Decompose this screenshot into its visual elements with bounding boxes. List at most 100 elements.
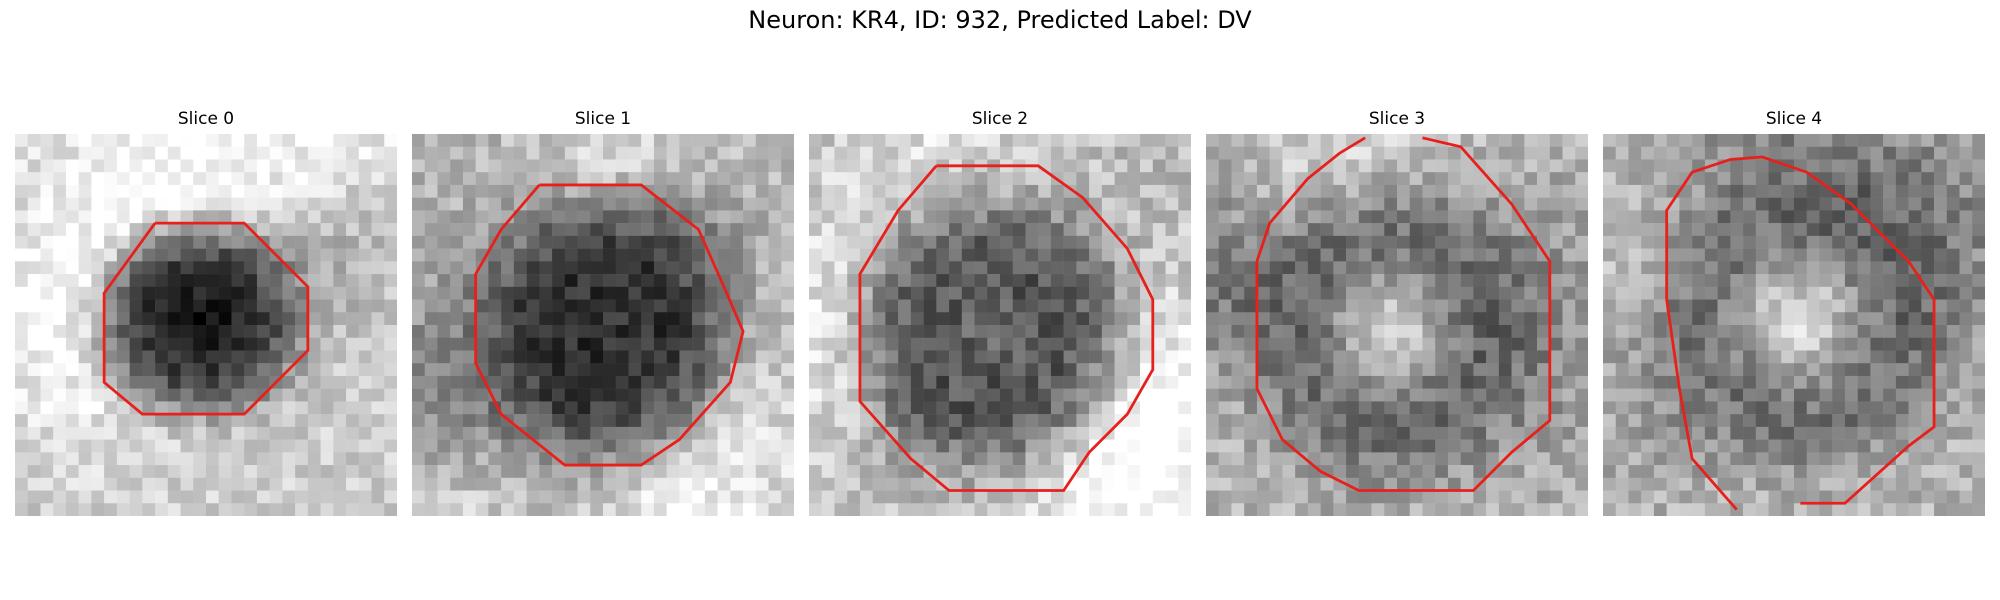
pixel-cell bbox=[501, 325, 515, 338]
pixel-cell bbox=[1730, 172, 1744, 186]
pixel-cell bbox=[743, 159, 757, 173]
pixel-cell bbox=[1603, 426, 1616, 440]
pixel-cell bbox=[755, 223, 769, 237]
pixel-cell bbox=[641, 235, 655, 249]
pixel-cell bbox=[755, 261, 769, 275]
pixel-cell bbox=[1384, 312, 1398, 326]
pixel-cell bbox=[1397, 426, 1410, 440]
pixel-cell bbox=[1486, 299, 1500, 313]
pixel-cell bbox=[821, 388, 835, 402]
pixel-cell bbox=[743, 465, 757, 479]
pixel-cell bbox=[730, 401, 744, 415]
pixel-cell bbox=[129, 388, 143, 402]
pixel-cell bbox=[40, 312, 54, 326]
pixel-cell bbox=[679, 477, 693, 491]
pixel-cell bbox=[1832, 274, 1846, 288]
pixel-cell bbox=[809, 388, 822, 402]
pixel-cell bbox=[730, 159, 744, 173]
pixel-cell bbox=[1422, 235, 1436, 249]
pixel-cell bbox=[539, 299, 553, 313]
pixel-cell bbox=[1422, 426, 1436, 440]
pixel-cell bbox=[755, 490, 769, 504]
pixel-cell bbox=[885, 172, 899, 186]
pixel-cell bbox=[371, 197, 385, 211]
pixel-cell bbox=[1256, 388, 1270, 402]
pixel-cell bbox=[628, 375, 642, 389]
pixel-cell bbox=[692, 465, 706, 479]
pixel-cell bbox=[1806, 401, 1820, 415]
pixel-cell bbox=[539, 503, 553, 516]
pixel-cell bbox=[936, 325, 950, 338]
pixel-cell bbox=[949, 490, 963, 504]
pixel-cell bbox=[755, 184, 769, 198]
pixel-cell bbox=[193, 477, 207, 491]
pixel-cell bbox=[641, 261, 655, 275]
pixel-cell bbox=[206, 503, 219, 516]
pixel-cell bbox=[1537, 223, 1551, 237]
pixel-cell bbox=[1447, 312, 1461, 326]
pixel-cell bbox=[1704, 426, 1718, 440]
pixel-cell bbox=[910, 337, 924, 351]
pixel-cell bbox=[730, 286, 744, 300]
pixel-cell bbox=[1844, 477, 1858, 491]
pixel-cell bbox=[1653, 363, 1667, 377]
pixel-cell bbox=[231, 465, 245, 479]
pixel-cell bbox=[475, 299, 489, 313]
pixel-cell bbox=[475, 401, 489, 415]
pixel-cell bbox=[1653, 350, 1667, 364]
pixel-cell bbox=[1946, 223, 1960, 237]
pixel-cell bbox=[552, 414, 566, 428]
pixel-cell bbox=[1231, 184, 1245, 198]
pixel-cell bbox=[1422, 465, 1436, 479]
pixel-cell bbox=[961, 490, 975, 504]
pixel-cell bbox=[717, 172, 731, 186]
pixel-cell bbox=[1397, 401, 1410, 415]
pixel-cell bbox=[155, 426, 169, 440]
pixel-cell bbox=[475, 452, 489, 466]
pixel-cell bbox=[1946, 210, 1960, 224]
pixel-cell bbox=[1575, 286, 1588, 300]
pixel-cell bbox=[1704, 172, 1718, 186]
pixel-cell bbox=[167, 146, 181, 160]
pixel-cell bbox=[346, 414, 360, 428]
pixel-cell bbox=[320, 414, 334, 428]
pixel-cell bbox=[1653, 325, 1667, 338]
pixel-cell bbox=[1076, 350, 1090, 364]
pixel-cell bbox=[961, 465, 975, 479]
pixel-cell bbox=[577, 146, 591, 160]
pixel-cell bbox=[1498, 414, 1512, 428]
pixel-cell bbox=[552, 375, 566, 389]
pixel-cell bbox=[628, 299, 642, 313]
pixel-cell bbox=[1549, 350, 1563, 364]
pixel-cell bbox=[1218, 312, 1232, 326]
pixel-cell bbox=[116, 503, 130, 516]
pixel-cell bbox=[1063, 261, 1077, 275]
pixel-cell bbox=[603, 426, 616, 440]
pixel-cell bbox=[1832, 388, 1846, 402]
pixel-cell bbox=[1114, 146, 1128, 160]
pixel-cell bbox=[475, 172, 489, 186]
pixel-cell bbox=[1832, 172, 1846, 186]
pixel-cell bbox=[256, 439, 270, 453]
pixel-cell bbox=[974, 426, 988, 440]
pixel-cell bbox=[1101, 197, 1115, 211]
pixel-cell bbox=[1206, 375, 1219, 389]
pixel-cell bbox=[666, 299, 680, 313]
pixel-cell bbox=[666, 261, 680, 275]
pixel-cell bbox=[1524, 401, 1538, 415]
pixel-cell bbox=[320, 401, 334, 415]
pixel-cell bbox=[1076, 134, 1090, 147]
pixel-cell bbox=[910, 414, 924, 428]
pixel-cell bbox=[1038, 350, 1052, 364]
pixel-cell bbox=[1908, 503, 1922, 516]
pixel-cell bbox=[834, 184, 848, 198]
pixel-cell bbox=[1743, 452, 1757, 466]
pixel-cell bbox=[218, 363, 232, 377]
pixel-cell bbox=[282, 312, 296, 326]
pixel-cell bbox=[1473, 490, 1487, 504]
pixel-cell bbox=[1333, 414, 1347, 428]
pixel-cell bbox=[1641, 274, 1655, 288]
pixel-cell bbox=[384, 210, 397, 224]
pixel-cell bbox=[488, 477, 502, 491]
pixel-cell bbox=[27, 274, 41, 288]
